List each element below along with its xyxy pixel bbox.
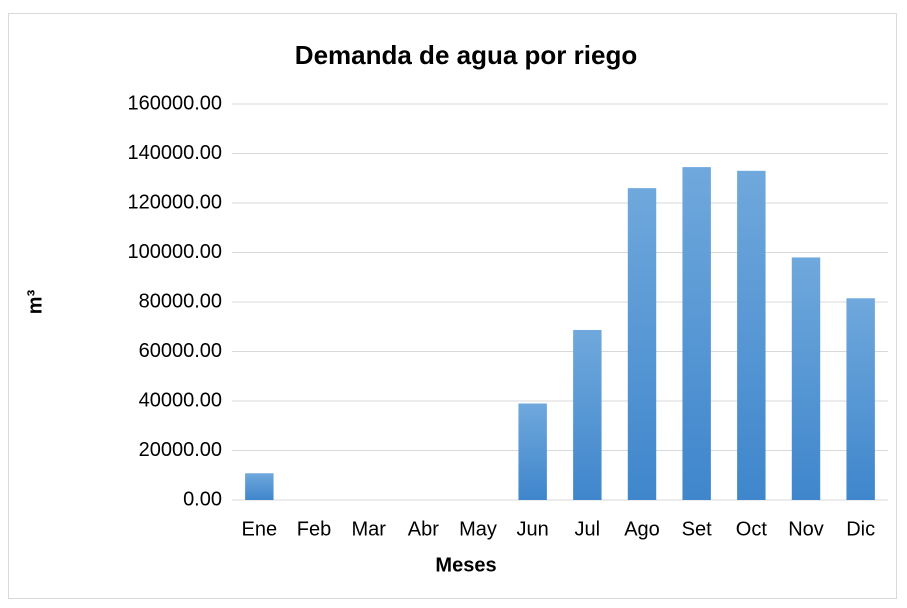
x-tick-label: Nov bbox=[788, 518, 824, 540]
bar bbox=[682, 167, 711, 501]
x-tick-label: Mar bbox=[351, 518, 386, 540]
bar bbox=[737, 170, 766, 500]
bar bbox=[573, 329, 602, 500]
bar bbox=[518, 403, 547, 500]
y-tick-label: 100000.00 bbox=[127, 241, 222, 263]
x-tick-label: Set bbox=[682, 518, 712, 540]
bar bbox=[627, 188, 657, 500]
x-tick-label: Abr bbox=[408, 518, 439, 540]
y-tick-label: 40000.00 bbox=[139, 389, 222, 411]
bar bbox=[245, 473, 274, 500]
y-axis-label: m³ bbox=[24, 289, 46, 314]
x-tick-label: May bbox=[459, 518, 497, 540]
chart-title: Demanda de agua por riego bbox=[295, 40, 637, 70]
x-tick-label: Oct bbox=[736, 518, 768, 540]
y-tick-label: 80000.00 bbox=[139, 290, 222, 312]
y-tick-label: 20000.00 bbox=[139, 439, 222, 461]
y-tick-label: 120000.00 bbox=[127, 191, 222, 213]
x-tick-label: Dic bbox=[846, 518, 875, 540]
y-tick-label: 60000.00 bbox=[139, 340, 222, 362]
x-tick-label: Ago bbox=[624, 518, 660, 540]
y-tick-label: 0.00 bbox=[183, 488, 222, 510]
x-axis-label: Meses bbox=[435, 554, 496, 576]
y-tick-label: 160000.00 bbox=[127, 92, 222, 114]
x-tick-label: Jul bbox=[575, 518, 601, 540]
bar bbox=[846, 298, 875, 500]
x-tick-label: Feb bbox=[297, 518, 331, 540]
y-tick-label: 140000.00 bbox=[127, 142, 222, 164]
x-tick-label: Ene bbox=[242, 518, 278, 540]
x-tick-label: Jun bbox=[517, 518, 549, 540]
bar bbox=[791, 257, 821, 500]
